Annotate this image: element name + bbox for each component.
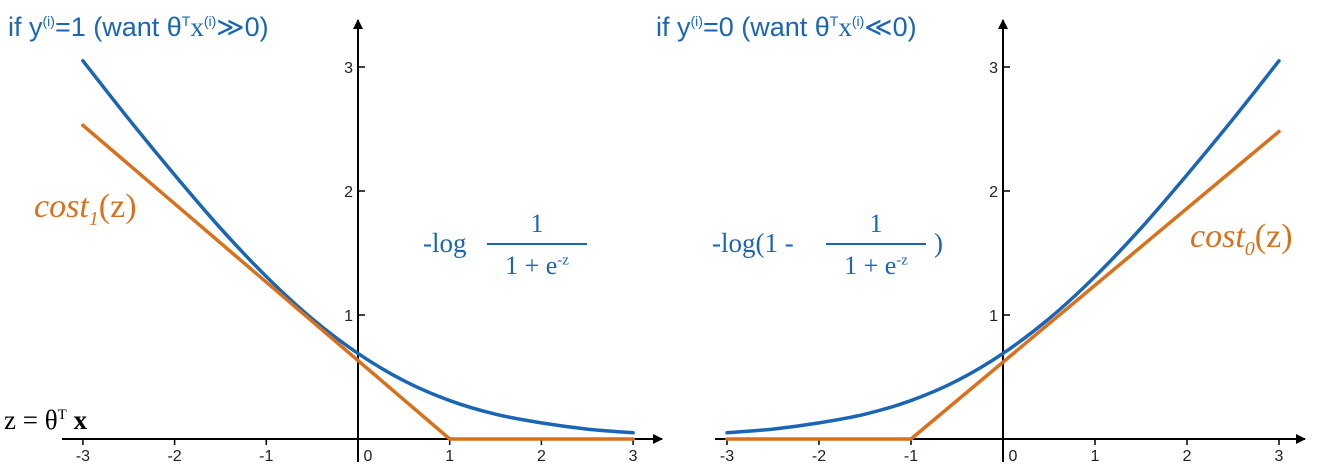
x-tick-label: 0 <box>364 448 373 465</box>
y-tick-label: 2 <box>344 184 353 201</box>
x-tick-label: -3 <box>76 448 90 465</box>
cost-label-arg: (z) <box>98 188 137 225</box>
x-tick-label: 2 <box>1183 448 1192 465</box>
fraction-bar <box>826 243 926 245</box>
fraction-bar <box>487 243 587 245</box>
cost1-label: cost1(z) <box>34 188 137 231</box>
fraction-numerator: 1 <box>530 209 544 238</box>
cost-label-subscript: 0 <box>1244 237 1255 260</box>
y-tick-label: 1 <box>344 308 353 325</box>
cost0-label: cost0(z) <box>1190 218 1293 261</box>
logistic-cost-curve <box>725 59 1281 435</box>
theta-symbol: θ <box>166 12 182 42</box>
header-sup: (i) <box>203 13 217 29</box>
y-tick-label: 3 <box>344 60 353 77</box>
right-formula-fraction: 1 1 + e-z <box>826 209 926 281</box>
left-chart-panel: -3 -2 -1 0 1 2 3 1 2 3 <box>62 19 663 465</box>
right-chart-header: if y(i)=0 (want θTx(i)≪0) <box>656 12 917 43</box>
x-tick-label: 1 <box>1091 448 1100 465</box>
header-sup: T <box>181 13 191 29</box>
fraction-denominator: 1 + e-z <box>826 251 926 281</box>
header-text: =1 (want <box>54 12 167 42</box>
left-chart-header: if y(i)=1 (want θTx(i)≫0) <box>8 12 269 43</box>
header-text: ≫0) <box>216 12 269 42</box>
logistic-cost-curve <box>81 59 635 435</box>
denominator-exponent: -z <box>557 252 569 269</box>
y-tick-label: 2 <box>989 184 998 201</box>
x-tick-label: -2 <box>812 448 826 465</box>
header-sup: (i) <box>42 13 55 29</box>
cost-label-text: cost <box>1190 218 1245 255</box>
cost-label-subscript: 1 <box>88 207 99 230</box>
left-formula-prefix: -log <box>423 228 467 258</box>
theta-symbol: θ <box>44 405 58 435</box>
right-formula-suffix: ) <box>934 228 943 258</box>
x-tick-label: 3 <box>1275 448 1284 465</box>
hinge-cost-line <box>81 123 635 441</box>
fraction-denominator: 1 + e-z <box>487 251 587 281</box>
hinge-cost-line <box>725 129 1281 441</box>
header-sup: (i) <box>851 13 865 29</box>
left-formula-fraction: 1 1 + e-z <box>487 209 587 281</box>
right-formula-prefix: -log(1 - <box>712 228 794 258</box>
right-chart-panel: -3 -2 -1 0 1 2 3 1 2 3 <box>715 19 1306 465</box>
header-x: x <box>838 12 852 42</box>
denominator-exponent: -z <box>896 252 908 269</box>
x-tick-label: 2 <box>537 448 546 465</box>
header-text: if y <box>656 12 691 42</box>
theta-symbol: θ <box>814 12 830 42</box>
header-text: =0 (want <box>702 12 815 42</box>
x-tick-label: 3 <box>629 448 638 465</box>
header-sup: T <box>829 13 839 29</box>
y-tick-label: 3 <box>989 60 998 77</box>
z-equals: z = <box>4 405 45 435</box>
header-text: ≪0) <box>864 12 917 42</box>
x-tick-label: -2 <box>167 448 181 465</box>
transpose-sup: T <box>57 407 67 423</box>
header-x: x <box>190 12 204 42</box>
x-tick-label: 0 <box>1009 448 1018 465</box>
x-tick-label: -1 <box>259 448 273 465</box>
denominator-base: 1 + e <box>505 251 558 280</box>
y-tick-label: 1 <box>989 308 998 325</box>
header-text: if y <box>8 12 43 42</box>
fraction-numerator: 1 <box>869 209 883 238</box>
header-sup: (i) <box>690 13 703 29</box>
denominator-base: 1 + e <box>844 251 897 280</box>
x-tick-label: 1 <box>445 448 454 465</box>
cost-label-text: cost <box>34 188 89 225</box>
cost-label-arg: (z) <box>1254 218 1293 255</box>
z-axis-label: z = θT x <box>4 405 87 436</box>
bold-x: x <box>73 405 88 435</box>
x-tick-label: -1 <box>904 448 918 465</box>
x-tick-label: -3 <box>720 448 734 465</box>
